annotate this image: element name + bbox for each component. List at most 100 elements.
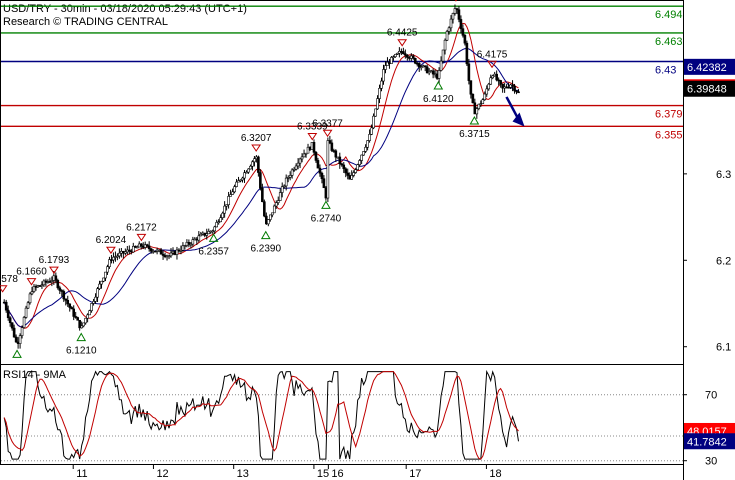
level-label: 6.43 — [655, 65, 676, 77]
candle-body — [149, 248, 153, 252]
candle-body — [443, 39, 447, 51]
value-box — [684, 433, 735, 450]
swing-low-marker — [12, 349, 22, 358]
swing-high-label: 6.3377 — [312, 118, 343, 129]
candle-body — [102, 277, 105, 282]
candle-body — [507, 86, 510, 89]
candle-body — [364, 146, 367, 152]
candle-body — [106, 266, 109, 273]
swing-high-marker — [49, 266, 59, 275]
candle-body — [76, 317, 79, 321]
candle-body — [235, 181, 238, 187]
swing-low-label: 6.4120 — [423, 94, 454, 105]
candle-body — [294, 165, 298, 170]
candle-body — [441, 49, 445, 62]
candle-body — [346, 172, 350, 176]
candle-body — [304, 152, 308, 155]
candle-body — [211, 230, 215, 233]
swing-low-marker — [469, 116, 480, 125]
candle-body — [86, 314, 89, 319]
date-tick-label: 16 — [331, 468, 343, 480]
candle-body — [491, 75, 495, 79]
candle-body — [139, 243, 143, 247]
candle-body — [98, 283, 101, 289]
candle-body — [56, 280, 60, 289]
candle-body — [296, 162, 300, 167]
candle-body — [229, 194, 232, 197]
candle-body — [231, 191, 234, 195]
candle-body — [191, 239, 195, 245]
candle-body — [366, 140, 369, 148]
price-tick-label: 6.3 — [716, 169, 731, 181]
candle-body — [344, 168, 348, 174]
candle-body — [159, 249, 163, 255]
candle-body — [48, 281, 52, 283]
candle-body — [471, 93, 475, 104]
swing-high-label: 6.1793 — [39, 255, 70, 266]
candle-body — [100, 280, 103, 285]
candle-body — [10, 322, 14, 329]
swing-high-label: 6.4425 — [387, 28, 418, 39]
candle-body — [451, 13, 455, 20]
candle-body — [288, 175, 292, 178]
candle-body — [328, 140, 332, 144]
swing-high-marker — [251, 144, 262, 152]
candle-body — [96, 288, 99, 298]
candle-body — [290, 169, 294, 176]
candle-body — [380, 80, 383, 89]
candle-body — [463, 35, 467, 44]
candle-body — [233, 186, 236, 193]
candle-body — [477, 103, 481, 109]
candle-body — [169, 252, 173, 257]
candle-body — [60, 290, 64, 292]
candle-body — [459, 19, 463, 29]
candle-body — [370, 127, 373, 135]
candle-body — [515, 90, 518, 93]
candle-body — [320, 172, 324, 180]
date-tick-label: 13 — [237, 468, 249, 480]
rsi-ma-line — [3, 371, 519, 460]
candle-body — [382, 69, 385, 82]
candle-body — [30, 291, 34, 295]
value-box — [684, 80, 735, 97]
candle-body — [161, 253, 165, 256]
swing-high-label: 6.3339 — [297, 122, 328, 133]
candle-body — [392, 56, 395, 59]
candle-body — [8, 317, 12, 323]
swing-low-label: 6.2390 — [250, 244, 281, 255]
candle-body — [489, 77, 493, 85]
value-box-label: 6.39848 — [687, 84, 727, 96]
chart-title: USD/TRY - 30min - 03/18/2020 05:29:43 (U… — [3, 3, 247, 15]
candle-body — [183, 245, 187, 247]
candle-body — [124, 251, 127, 254]
candle-body — [253, 158, 256, 163]
candle-body — [64, 298, 68, 301]
candle-body — [116, 255, 119, 258]
candle-body — [481, 99, 485, 104]
swing-high-marker — [322, 129, 333, 138]
swing-high-marker — [307, 133, 318, 141]
candle-body — [78, 319, 81, 329]
swing-high-label: 6.4175 — [477, 49, 508, 60]
candle-body — [495, 73, 498, 81]
candle-body — [261, 187, 264, 203]
level-label: 6.494 — [655, 9, 683, 21]
candle-body — [247, 168, 250, 173]
candle-body — [263, 201, 266, 217]
candle-body — [249, 165, 252, 170]
candle-body — [167, 255, 171, 258]
candle-body — [282, 185, 286, 188]
candle-body — [104, 271, 107, 279]
candle-body — [356, 164, 359, 170]
candle-body — [439, 60, 443, 71]
level-label: 6.379 — [655, 109, 683, 121]
candle-body — [131, 245, 135, 253]
candle-body — [92, 301, 95, 304]
candle-body — [213, 226, 216, 232]
candle-body — [461, 28, 465, 36]
date-tick-label: 15 — [317, 468, 329, 480]
candle-body — [318, 167, 322, 174]
candle-body — [270, 212, 274, 216]
candle-body — [300, 156, 304, 160]
